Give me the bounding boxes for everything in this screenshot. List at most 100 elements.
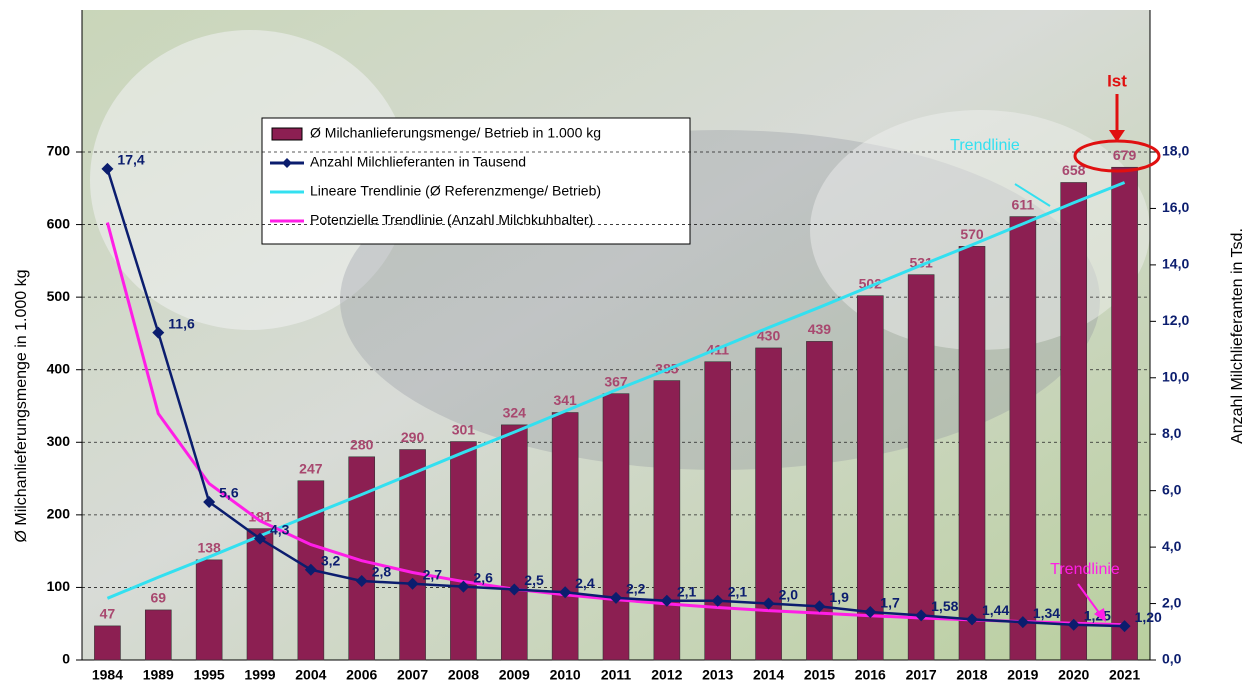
bar-value-label: 301 bbox=[452, 421, 476, 437]
line-value-label: 2,2 bbox=[626, 581, 646, 597]
line-marker bbox=[355, 574, 368, 587]
legend-label: Anzahl Milchlieferanten in Tausend bbox=[310, 154, 526, 170]
x-tick-label: 2010 bbox=[550, 667, 581, 683]
y-tick-label: 0 bbox=[62, 651, 70, 667]
bar bbox=[1060, 182, 1088, 661]
x-tick-label: 1999 bbox=[244, 667, 275, 683]
line-marker bbox=[1016, 616, 1029, 629]
x-tick-label: 2021 bbox=[1109, 667, 1140, 683]
line-value-label: 1,7 bbox=[880, 595, 900, 611]
bar-value-label: 181 bbox=[248, 508, 272, 524]
line-marker bbox=[203, 495, 216, 508]
line-value-label: 1,58 bbox=[931, 598, 958, 614]
bar-value-label: 290 bbox=[401, 429, 425, 445]
x-tick-label: 2012 bbox=[651, 667, 682, 683]
line-value-label: 2,7 bbox=[423, 567, 443, 583]
y2-tick-label: 0,0 bbox=[1162, 651, 1182, 667]
line-marker bbox=[152, 326, 165, 339]
bar bbox=[551, 412, 579, 661]
line-value-label: 3,2 bbox=[321, 552, 341, 568]
bar-value-label: 430 bbox=[757, 328, 781, 344]
line-marker bbox=[966, 613, 978, 626]
bar bbox=[958, 246, 986, 661]
bar bbox=[94, 625, 121, 661]
y2-tick-label: 8,0 bbox=[1162, 425, 1182, 441]
bar-value-label: 280 bbox=[350, 437, 374, 453]
annotation-arrowhead bbox=[1094, 608, 1106, 622]
bar bbox=[500, 424, 528, 661]
x-tick-label: 2017 bbox=[906, 667, 937, 683]
line-value-label: 4,3 bbox=[270, 521, 290, 537]
bar-value-label: 138 bbox=[197, 540, 221, 556]
line-marker bbox=[864, 606, 877, 619]
line-marker bbox=[304, 563, 317, 576]
line-marker bbox=[813, 600, 826, 613]
y2-tick-label: 2,0 bbox=[1162, 594, 1182, 610]
y-tick-label: 500 bbox=[47, 288, 71, 304]
x-tick-label: 1989 bbox=[143, 667, 174, 683]
bar-value-label: 324 bbox=[503, 405, 527, 421]
line-value-label: 2,5 bbox=[524, 572, 544, 588]
y2-tick-label: 6,0 bbox=[1162, 481, 1182, 497]
bar-value-label: 69 bbox=[150, 590, 166, 606]
x-tick-label: 2006 bbox=[346, 667, 377, 683]
y-tick-label: 700 bbox=[47, 143, 71, 159]
x-tick-label: 2007 bbox=[397, 667, 428, 683]
line-marker bbox=[457, 580, 470, 593]
line-value-label: 2,1 bbox=[728, 583, 748, 599]
line-value-label: 2,1 bbox=[677, 583, 697, 599]
line-marker bbox=[1067, 618, 1080, 631]
line-value-label: 2,6 bbox=[473, 569, 493, 585]
legend-label: Lineare Trendlinie (Ø Referenzmenge/ Bet… bbox=[310, 183, 601, 199]
x-tick-label: 2004 bbox=[295, 667, 326, 683]
line-marker bbox=[1118, 620, 1131, 633]
line-marker bbox=[711, 594, 724, 607]
annotation-ellipse bbox=[1073, 139, 1161, 173]
bar bbox=[1111, 166, 1138, 661]
line-value-label: 2,0 bbox=[779, 586, 799, 602]
annotation: Trendlinie bbox=[950, 137, 1020, 154]
annotation-arrow bbox=[1014, 183, 1051, 207]
bar-value-label: 247 bbox=[299, 460, 323, 476]
y-tick-label: 600 bbox=[47, 215, 71, 231]
y-axis-title: Ø Milchanlieferungsmenge in 1.000 kg bbox=[13, 269, 30, 542]
line-marker bbox=[101, 162, 114, 175]
legend-box bbox=[261, 117, 691, 245]
bar bbox=[246, 528, 274, 661]
x-tick-label: 2015 bbox=[804, 667, 835, 683]
bar-value-label: 679 bbox=[1113, 147, 1137, 163]
legend-marker bbox=[282, 158, 292, 168]
legend-label: Potenzielle Trendlinie (Anzahl Milchkuhh… bbox=[310, 212, 593, 228]
line-value-label: 1,9 bbox=[829, 589, 849, 605]
line-marker bbox=[559, 586, 572, 599]
y2-tick-label: 18,0 bbox=[1162, 143, 1189, 159]
y-tick-label: 200 bbox=[47, 506, 71, 522]
x-tick-label: 2020 bbox=[1058, 667, 1089, 683]
line-marker bbox=[610, 591, 622, 604]
line-value-label: 2,4 bbox=[575, 575, 595, 591]
bar bbox=[653, 380, 681, 661]
bar-value-label: 341 bbox=[553, 392, 577, 408]
x-tick-label: 2013 bbox=[702, 667, 733, 683]
y2-tick-label: 16,0 bbox=[1162, 199, 1189, 215]
bar bbox=[1009, 216, 1037, 661]
photo-shape bbox=[90, 30, 410, 330]
annotation-arrowhead bbox=[1109, 130, 1125, 142]
legend-label: Ø Milchanlieferungsmenge/ Betrieb in 1.0… bbox=[310, 125, 601, 141]
x-tick-label: 2009 bbox=[499, 667, 530, 683]
bar bbox=[144, 609, 172, 661]
bar bbox=[755, 347, 782, 661]
bar bbox=[907, 274, 935, 661]
x-tick-label: 2014 bbox=[753, 667, 784, 683]
legend-key bbox=[271, 127, 303, 141]
annotation: Ist bbox=[1107, 71, 1127, 90]
y-tick-label: 400 bbox=[47, 360, 71, 376]
bar-value-label: 439 bbox=[808, 321, 832, 337]
line-value-label: 1,44 bbox=[982, 602, 1009, 618]
line-value-label: 11,6 bbox=[168, 315, 195, 331]
y2-tick-label: 12,0 bbox=[1162, 312, 1189, 328]
y2-tick-label: 14,0 bbox=[1162, 256, 1189, 272]
y2-axis-title: Anzahl Milchlieferanten in Tsd. bbox=[1229, 228, 1246, 444]
y-tick-label: 300 bbox=[47, 433, 71, 449]
